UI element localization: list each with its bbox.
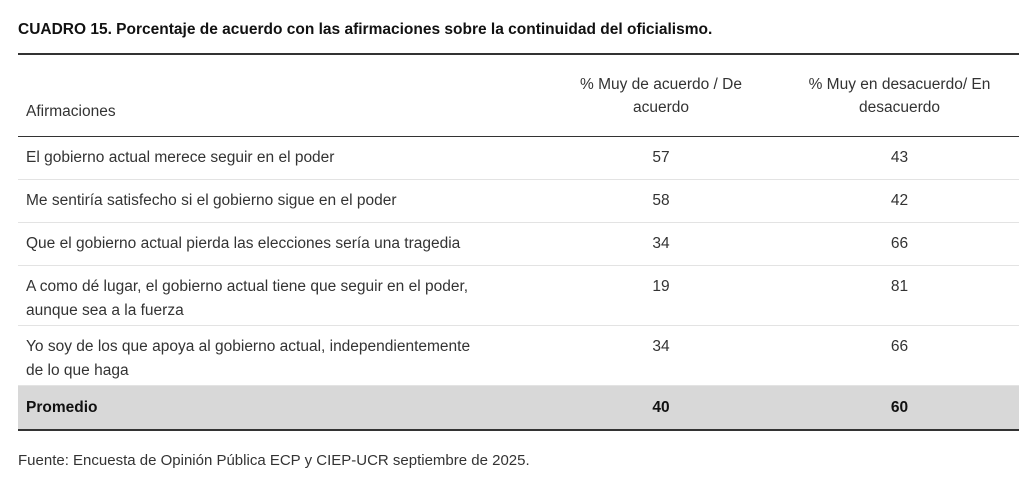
row-agree-value: 34 — [652, 235, 670, 252]
average-agree-value: 40 — [652, 398, 670, 416]
survey-table: Afirmaciones % Muy de acuerdo / De acuer… — [18, 53, 1019, 431]
row-agree-value: 19 — [652, 278, 670, 295]
survey-table-container: Afirmaciones % Muy de acuerdo / De acuer… — [18, 53, 1019, 431]
header-disagree: % Muy en desacuerdo/ En desacuerdo — [808, 75, 991, 116]
row-agree-value: 34 — [652, 338, 670, 355]
table-title: CUADRO 15. Porcentaje de acuerdo con las… — [18, 21, 713, 38]
average-row: Promedio 40 60 — [18, 385, 1019, 430]
table-row: Yo soy de los que apoya al gobierno actu… — [18, 326, 1019, 386]
source-note: Fuente: Encuesta de Opinión Pública ECP … — [18, 452, 530, 469]
row-disagree-value: 81 — [890, 278, 909, 295]
row-disagree-value: 66 — [890, 338, 909, 355]
table-header-row: Afirmaciones % Muy de acuerdo / De acuer… — [18, 54, 1019, 137]
row-label: A como dé lugar, el gobierno actual tien… — [26, 278, 469, 319]
average-label: Promedio — [26, 398, 98, 416]
row-label: Yo soy de los que apoya al gobierno actu… — [26, 338, 471, 379]
row-label: Que el gobierno actual pierda las elecci… — [26, 235, 461, 252]
row-agree-value: 57 — [652, 149, 670, 166]
table-row: A como dé lugar, el gobierno actual tien… — [18, 266, 1019, 326]
header-agree: % Muy de acuerdo / De acuerdo — [580, 75, 742, 116]
table-row: Me sentiría satisfecho si el gobierno si… — [18, 180, 1019, 223]
row-label: El gobierno actual merece seguir en el p… — [26, 149, 335, 166]
table-row: El gobierno actual merece seguir en el p… — [18, 137, 1019, 180]
row-disagree-value: 42 — [890, 192, 909, 209]
header-afirmaciones: Afirmaciones — [26, 103, 116, 120]
row-label: Me sentiría satisfecho si el gobierno si… — [26, 192, 397, 209]
row-disagree-value: 66 — [890, 235, 909, 252]
average-disagree-value: 60 — [890, 398, 909, 416]
row-agree-value: 58 — [652, 192, 670, 209]
table-row: Que el gobierno actual pierda las elecci… — [18, 223, 1019, 266]
row-disagree-value: 43 — [890, 149, 909, 166]
